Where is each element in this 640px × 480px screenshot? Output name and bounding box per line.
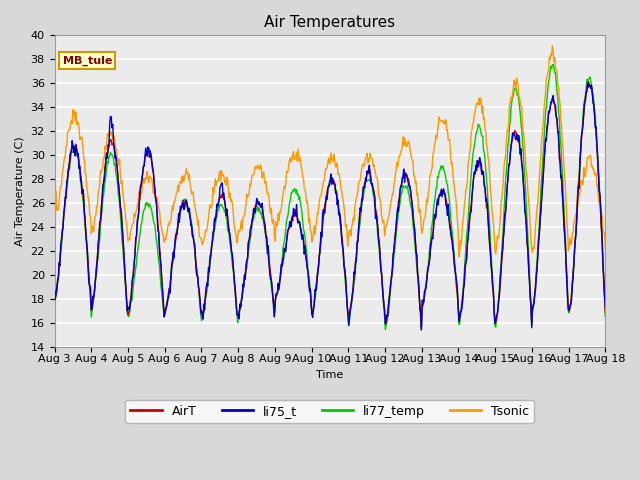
Text: MB_tule: MB_tule [63,55,112,66]
Y-axis label: Air Temperature (C): Air Temperature (C) [15,136,25,246]
Legend: AirT, li75_t, li77_temp, Tsonic: AirT, li75_t, li77_temp, Tsonic [125,400,534,423]
Title: Air Temperatures: Air Temperatures [264,15,396,30]
X-axis label: Time: Time [316,370,344,380]
